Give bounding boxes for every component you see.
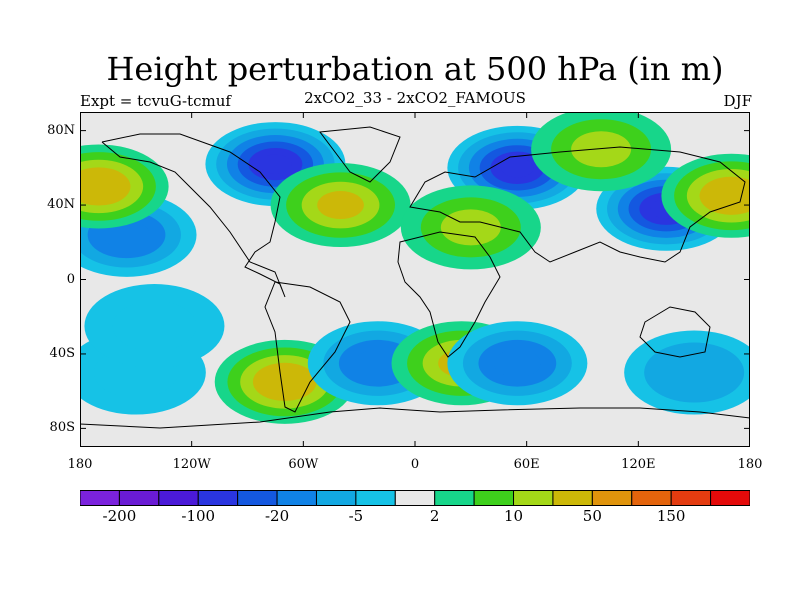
colorbar-box bbox=[710, 490, 750, 506]
latitude-tick-label: 80N bbox=[47, 122, 75, 138]
colorbar bbox=[80, 490, 750, 506]
anomaly-contour bbox=[80, 174, 118, 198]
colorbar-box bbox=[118, 490, 160, 506]
colorbar-box bbox=[80, 490, 120, 506]
colorbar-box bbox=[670, 490, 712, 506]
anomaly-contour bbox=[494, 349, 541, 378]
map-ticks bbox=[80, 112, 750, 447]
colorbar-tick-label: 10 bbox=[503, 507, 524, 525]
latitude-tick-label: 40S bbox=[49, 345, 75, 361]
anomaly-layer bbox=[80, 112, 750, 424]
colorbar-box bbox=[394, 490, 436, 506]
colorbar-box bbox=[513, 490, 554, 506]
colorbar-box bbox=[591, 490, 633, 506]
longitude-tick-label: 180 bbox=[737, 457, 763, 472]
longitude-tick-label: 60E bbox=[513, 457, 540, 472]
colorbar-box bbox=[473, 490, 515, 506]
latitude-tick-label: 80S bbox=[49, 420, 75, 436]
anomaly-contour bbox=[571, 131, 632, 168]
colorbar-box bbox=[276, 490, 317, 506]
anomaly-contour bbox=[354, 349, 402, 378]
longitude-tick-label: 120W bbox=[172, 457, 211, 472]
colorbar-box bbox=[237, 490, 278, 506]
anomaly-contour bbox=[440, 209, 501, 246]
colorbar-tick-label: -20 bbox=[264, 507, 290, 525]
colorbar-box bbox=[631, 490, 672, 506]
longitude-tick-label: 0 bbox=[410, 457, 420, 472]
anomaly-contour bbox=[265, 370, 304, 394]
comparison-label: 2xCO2_33 - 2xCO2_FAMOUS bbox=[304, 89, 526, 107]
colorbar-box bbox=[158, 490, 199, 506]
colorbar-box bbox=[552, 490, 593, 506]
colorbar-tick-label: 2 bbox=[429, 507, 440, 525]
colorbar-tick-label: 150 bbox=[656, 507, 686, 525]
longitude-tick-label: 60W bbox=[288, 457, 319, 472]
antarctica-outline bbox=[80, 407, 750, 429]
latitude-tick-label: 0 bbox=[66, 271, 75, 287]
europe-asia-outline bbox=[409, 146, 746, 263]
colorbar-tick-label: -100 bbox=[181, 507, 216, 525]
longitude-tick-label: 120E bbox=[621, 457, 656, 472]
anomaly-contour bbox=[259, 154, 292, 174]
season-label: DJF bbox=[723, 92, 752, 110]
height-anomaly-map bbox=[80, 112, 750, 447]
colorbar-box bbox=[355, 490, 396, 506]
colorbar-box bbox=[434, 490, 475, 506]
anomaly-contour bbox=[103, 220, 150, 249]
anomaly-contour bbox=[712, 184, 750, 208]
greenland-outline bbox=[319, 126, 401, 183]
anomaly-contour bbox=[664, 354, 725, 391]
plot-title: Height perturbation at 500 hPa (in m) bbox=[106, 50, 724, 88]
south-america-outline bbox=[264, 281, 351, 413]
colorbar-tick-label: -200 bbox=[102, 507, 137, 525]
colorbar-tick-label: 50 bbox=[582, 507, 602, 525]
colorbar-box bbox=[197, 490, 239, 506]
latitude-tick-label: 40N bbox=[47, 197, 75, 213]
colorbar-boxes bbox=[80, 490, 750, 506]
australia-outline bbox=[639, 306, 711, 358]
longitude-tick-label: 180 bbox=[67, 457, 93, 472]
anomaly-contour bbox=[501, 158, 534, 178]
north-america-outline bbox=[101, 133, 286, 298]
africa-outline bbox=[397, 231, 501, 358]
coastlines bbox=[80, 126, 750, 429]
anomaly-contour bbox=[112, 300, 197, 352]
colorbar-box bbox=[315, 490, 357, 506]
anomaly-contour bbox=[317, 191, 364, 220]
experiment-label: Expt = tcvuG-tcmuf bbox=[80, 92, 231, 110]
colorbar-tick-label: -5 bbox=[348, 507, 364, 525]
